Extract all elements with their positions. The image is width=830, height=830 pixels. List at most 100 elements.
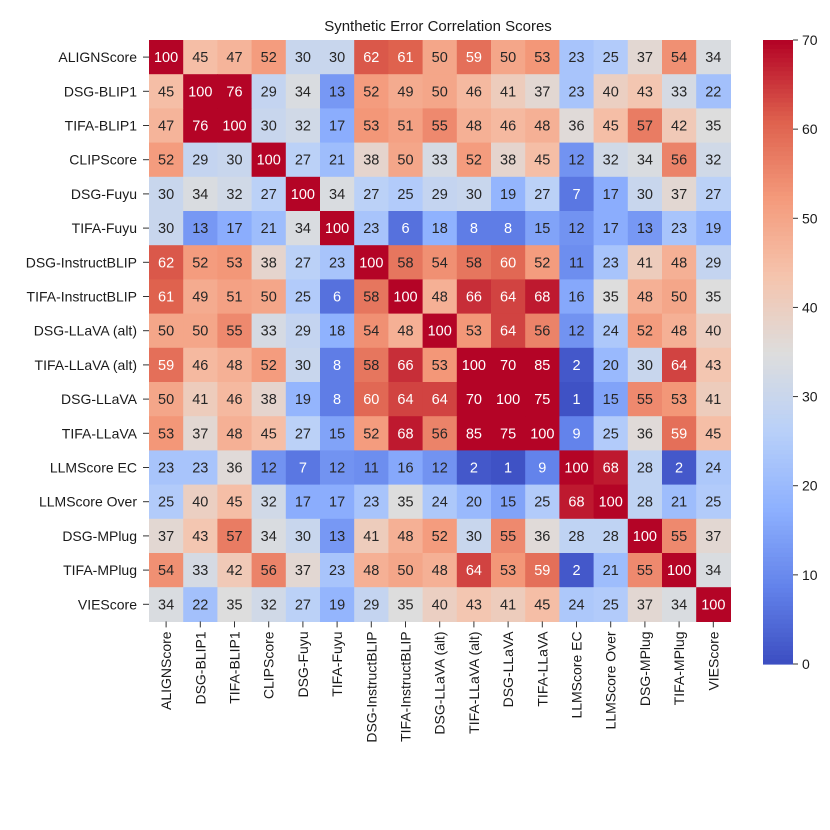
cell-value-label: 45 [705,426,721,442]
colorbar-segment [763,124,793,130]
cell-value-label: 100 [188,84,212,100]
cell-value-label: 29 [705,255,721,271]
heatmap-cell [285,587,321,622]
heatmap-cell [491,279,526,315]
heatmap-cell [285,40,321,75]
heatmap-cell [662,484,697,520]
heatmap-cell [149,382,184,417]
colorbar-segment [763,311,793,317]
cell-value-label: 100 [359,255,383,271]
heatmap-cell [696,211,731,246]
heatmap-cell [320,587,355,622]
cell-value-label: 45 [534,153,550,169]
cell-value-label: 40 [705,324,721,340]
cell-value-label: 66 [397,358,413,374]
colorbar-segment [763,628,793,634]
heatmap-cell [525,347,560,383]
heatmap-cell [456,313,492,349]
cell-value-label: 23 [329,563,345,579]
cell-value-label: 42 [226,563,242,579]
cell-value-label: 59 [466,50,482,66]
colorbar-segment [763,106,793,112]
heatmap-cell [217,176,253,212]
column-label: DSG-LLaVA (alt) [432,631,448,734]
cell-value-label: 59 [671,426,687,442]
cell-value-label: 8 [470,221,478,237]
cell-value-label: 28 [637,495,653,511]
cell-value-label: 16 [397,461,413,477]
colorbar-segment [763,133,793,139]
heatmap-cell [217,382,253,417]
cell-value-label: 53 [158,426,174,442]
heatmap-cell [559,553,595,588]
cell-value-label: 29 [295,324,311,340]
heatmap-cell [491,450,526,486]
colorbar-segment [763,588,793,594]
colorbar-segment [763,378,793,384]
colorbar-segment [763,285,793,291]
heatmap-cell [354,313,389,349]
heatmap-cell [525,450,560,486]
colorbar-segment [763,494,793,500]
cell-value-label: 47 [158,119,174,135]
colorbar-segment [763,614,793,621]
heatmap-cell [593,74,629,109]
heatmap-cell [696,347,731,383]
heatmap-cell [183,176,218,212]
colorbar-segment [763,71,793,77]
cell-value-label: 54 [671,50,687,66]
cell-value-label: 60 [363,392,379,408]
heatmap-cell [354,484,389,520]
cell-value-label: 32 [261,495,277,511]
cell-value-label: 29 [432,187,448,203]
colorbar-segment [763,512,793,518]
colorbar-segment [763,561,793,567]
cell-value-label: 25 [705,495,721,511]
colorbar-segment [763,570,793,576]
colorbar-segment [763,343,793,349]
cell-value-label: 30 [637,358,653,374]
column-label: CLIPScore [261,631,277,699]
heatmap-cell [388,211,424,246]
heatmap-cell [149,313,184,349]
cell-value-label: 100 [701,597,725,613]
cell-value-label: 37 [637,50,653,66]
heatmap-cell [491,176,526,212]
cell-value-label: 33 [671,84,687,100]
heatmap-cell [662,108,697,144]
heatmap-cell [217,142,253,178]
cell-value-label: 70 [466,392,482,408]
colorbar-segment [763,267,793,273]
heatmap-cell [627,347,663,383]
colorbar-segment [763,525,793,531]
heatmap-cell [388,74,424,109]
heatmap-cell [285,108,321,144]
colorbar-segment [763,641,793,647]
colorbar-segment [763,597,793,603]
cell-value-label: 47 [226,50,242,66]
cell-value-label: 12 [329,461,345,477]
row-label: ALIGNScore [58,49,137,65]
cell-value-label: 36 [568,119,584,135]
heatmap-cell [491,108,526,144]
colorbar-segment [763,623,793,629]
heatmap-cell [251,176,287,212]
column-labels: ALIGNScore DSG-BLIP1 TIFA-BLIP1 CLIPScore DS… [158,621,721,743]
colorbar-segment [763,53,793,59]
colorbar-tick-label: 50 [802,210,818,226]
cell-value-label: 30 [158,221,174,237]
colorbar-segment [763,236,793,242]
heatmap-cell [456,74,492,109]
heatmap-cell [149,450,184,486]
cell-value-label: 34 [705,563,721,579]
heatmap-cell [456,176,492,212]
heatmap-cell [662,176,697,212]
heatmap-cell [559,176,595,212]
cell-value-label: 55 [637,563,653,579]
heatmap-cell [320,40,355,75]
heatmap-cell [422,40,458,75]
cell-value-label: 36 [534,529,550,545]
cell-value-label: 11 [569,255,584,271]
heatmap-cell [354,279,389,315]
cell-value-label: 70 [500,358,516,374]
